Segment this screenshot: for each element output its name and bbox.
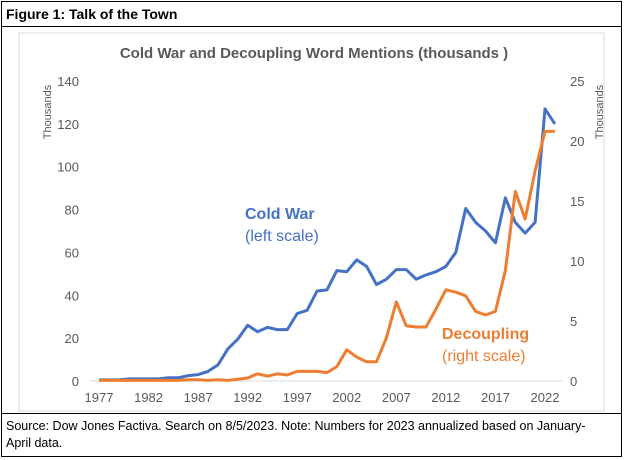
y-right-axis-label: Thousands [594, 84, 606, 139]
x-tick-label: 1992 [233, 390, 262, 405]
x-tick-label: 1982 [134, 390, 163, 405]
x-tick-label: 1987 [184, 390, 213, 405]
series-label: Decoupling [442, 326, 529, 343]
divider [2, 26, 621, 27]
y-left-axis-label: Thousands [42, 84, 54, 139]
divider [2, 413, 621, 414]
y-right-tick-label: 5 [570, 314, 577, 329]
y-left-tick-label: 140 [57, 74, 79, 89]
series-sublabel: (left scale) [245, 228, 319, 245]
series-label: Cold War [245, 206, 315, 223]
y-right-tick-label: 25 [570, 74, 584, 89]
series-line-cold-war [99, 107, 557, 382]
x-tick-label: 2022 [531, 390, 560, 405]
y-left-tick-label: 60 [65, 245, 79, 260]
y-left-tick-label: 120 [57, 117, 79, 132]
y-left-tick-label: 80 [65, 203, 79, 218]
y-left-tick-label: 20 [65, 331, 79, 346]
source-note: Source: Dow Jones Factiva. Search on 8/5… [6, 419, 586, 450]
x-tick-label: 2017 [481, 390, 510, 405]
y-left-tick-label: 100 [57, 160, 79, 175]
chart-frame [18, 32, 605, 412]
series-line-decoupling [99, 129, 555, 382]
series-sublabel: (right scale) [442, 348, 526, 365]
y-right-tick-label: 10 [570, 254, 584, 269]
x-tick-label: 1997 [283, 390, 312, 405]
line-chart: Cold War and Decoupling Word Mentions (t… [18, 32, 606, 412]
y-right-tick-label: 0 [570, 374, 577, 389]
x-tick-label: 1977 [85, 390, 114, 405]
figure-title: Figure 1: Talk of the Town [6, 6, 178, 22]
y-left-tick-label: 0 [72, 374, 79, 389]
x-tick-label: 2012 [431, 390, 460, 405]
x-tick-label: 2007 [382, 390, 411, 405]
y-right-tick-label: 20 [570, 134, 584, 149]
x-tick-label: 2002 [332, 390, 361, 405]
y-left-tick-label: 40 [65, 288, 79, 303]
y-right-tick-label: 15 [570, 194, 584, 209]
chart-title: Cold War and Decoupling Word Mentions (t… [120, 45, 508, 62]
